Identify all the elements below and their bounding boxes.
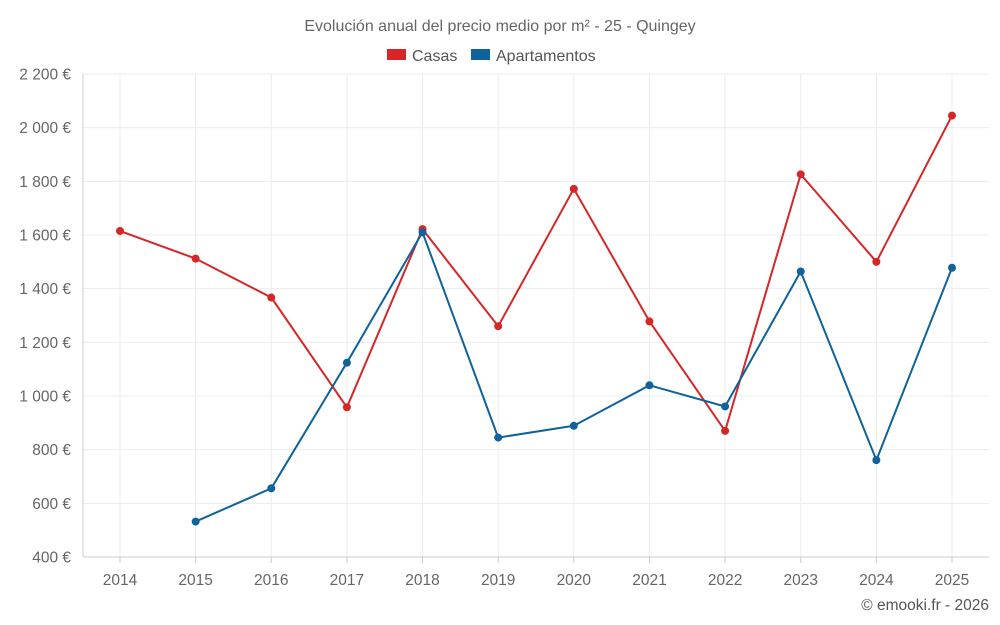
legend-label-casas: Casas: [412, 48, 457, 65]
x-tick-label: 2024: [859, 572, 894, 589]
data-point-casas[interactable]: [569, 184, 578, 193]
y-tick-label: 1 000 €: [19, 389, 71, 406]
data-point-apartamentos[interactable]: [267, 484, 276, 493]
legend-item-casas[interactable]: Casas: [387, 48, 457, 65]
x-tick-label: 2021: [632, 572, 666, 589]
data-point-apartamentos[interactable]: [645, 381, 654, 390]
data-point-apartamentos[interactable]: [191, 517, 200, 526]
x-tick-label: 2025: [935, 572, 969, 589]
series-layer: [116, 111, 956, 526]
data-point-apartamentos[interactable]: [721, 402, 730, 411]
data-point-casas[interactable]: [494, 322, 503, 331]
x-tick-label: 2019: [481, 572, 515, 589]
x-tick-label: 2016: [254, 572, 288, 589]
legend-swatch-apartamentos: [471, 49, 490, 60]
x-tick-label: 2014: [103, 572, 138, 589]
data-point-casas[interactable]: [645, 317, 654, 326]
credit-text: © emooki.fr - 2026: [861, 597, 989, 614]
y-tick-label: 2 200 €: [19, 67, 71, 84]
data-point-casas[interactable]: [116, 226, 124, 235]
x-tick-label: 2018: [405, 572, 439, 589]
legend-swatch-casas: [387, 49, 406, 60]
data-point-apartamentos[interactable]: [569, 421, 578, 430]
y-tick-label: 600 €: [32, 496, 71, 513]
y-tick-label: 1 400 €: [19, 281, 71, 298]
data-point-casas[interactable]: [267, 293, 276, 302]
y-axis: 400 € 600 € 800 € 1 000 € 1 200 € 1 400 € 1 60…: [19, 67, 84, 567]
data-point-apartamentos[interactable]: [796, 267, 805, 276]
data-point-apartamentos[interactable]: [872, 456, 881, 465]
y-tick-label: 800 €: [32, 442, 71, 459]
data-point-casas[interactable]: [948, 111, 956, 120]
chart-title: Evolución anual del precio medio por m² …: [304, 18, 695, 35]
data-point-casas[interactable]: [342, 403, 351, 412]
data-point-casas[interactable]: [721, 426, 730, 435]
x-tick-label: 2017: [330, 572, 364, 589]
grid: [83, 73, 989, 557]
x-tick-label: 2022: [708, 572, 742, 589]
data-point-apartamentos[interactable]: [494, 433, 503, 442]
y-tick-label: 1 800 €: [19, 174, 71, 191]
data-point-casas[interactable]: [872, 257, 881, 266]
data-point-apartamentos[interactable]: [418, 228, 427, 237]
series-casas: [116, 111, 956, 435]
legend-item-apartamentos[interactable]: Apartamentos: [471, 48, 596, 65]
data-point-casas[interactable]: [796, 170, 805, 179]
x-tick-label: 2020: [557, 572, 592, 589]
x-tick-label: 2023: [783, 572, 817, 589]
data-point-apartamentos[interactable]: [342, 358, 351, 367]
series-apartamentos: [191, 228, 956, 526]
y-tick-label: 1 200 €: [19, 335, 71, 352]
data-point-casas[interactable]: [191, 254, 200, 263]
x-tick-label: 2015: [178, 572, 212, 589]
y-tick-label: 2 000 €: [19, 120, 71, 137]
series-line-casas: [119, 115, 953, 432]
y-tick-label: 400 €: [32, 550, 71, 567]
y-tick-label: 1 600 €: [19, 228, 71, 245]
x-axis: 2014 2015 2016 2017 2018 2019 2020 2021 2022 2023…: [83, 556, 989, 589]
data-point-apartamentos[interactable]: [948, 263, 956, 272]
legend-label-apartamentos: Apartamentos: [496, 48, 596, 65]
legend: Casas Apartamentos: [387, 48, 596, 65]
